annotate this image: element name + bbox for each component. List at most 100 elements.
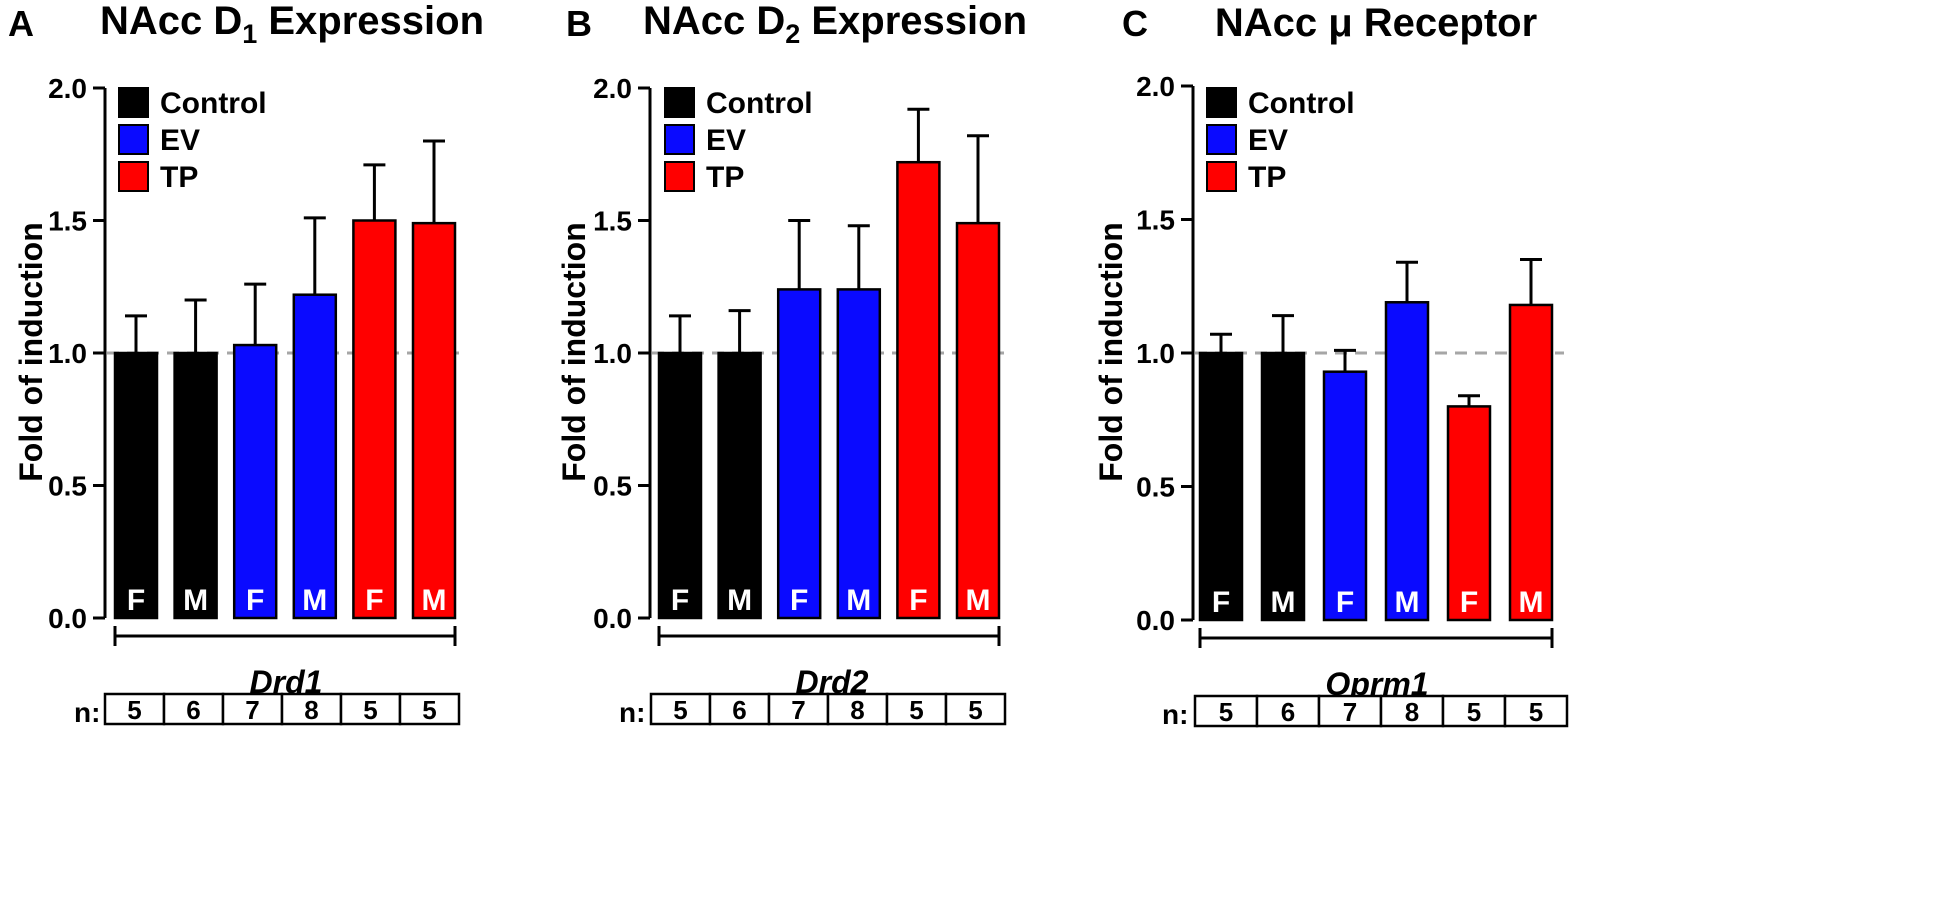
legend-swatch	[118, 124, 149, 155]
legend-label: Control	[1248, 87, 1355, 120]
y-axis-label: Fold of induction	[13, 222, 49, 481]
n-cell	[708, 692, 771, 726]
n-value: 6	[732, 695, 746, 725]
n-cell	[1441, 694, 1507, 728]
n-value: 5	[968, 695, 982, 725]
n-cell	[162, 692, 225, 726]
legend: Control EV TP	[1206, 87, 1355, 194]
n-cell	[280, 692, 343, 726]
panel-letter: B	[566, 3, 592, 44]
bar-sex-label: F	[127, 584, 145, 617]
n-value: 5	[673, 695, 687, 725]
bar-sex-label: M	[1519, 586, 1544, 619]
y-axis-label: Fold of induction	[556, 222, 592, 481]
bar-sex-label: F	[909, 584, 927, 617]
n-value: 5	[127, 695, 141, 725]
bar	[955, 221, 1001, 620]
n-value: 5	[363, 695, 377, 725]
n-value: 8	[304, 695, 318, 725]
legend-label: Control	[160, 87, 267, 120]
legend-label: EV	[160, 124, 200, 157]
legend-label: EV	[1248, 124, 1288, 157]
x-bracket	[1198, 628, 1554, 648]
n-value: 8	[1405, 697, 1419, 727]
y-tick-label: 0.5	[593, 471, 632, 502]
n-table: 5 6 7 8 5 5	[1193, 694, 1569, 728]
n-value: 6	[186, 695, 200, 725]
bar	[173, 351, 218, 620]
n-value: 8	[850, 695, 864, 725]
n-table: 5 6 7 8 5 5	[649, 692, 1007, 726]
bar	[411, 221, 457, 620]
y-tick-label: 1.0	[1136, 338, 1175, 369]
bar-sex-label: F	[246, 584, 264, 617]
y-tick-label: 0.0	[1136, 605, 1175, 636]
legend-swatch	[1206, 124, 1237, 155]
legend-swatch	[1206, 87, 1237, 118]
y-tick-label: 2.0	[48, 73, 87, 104]
n-value: 5	[1219, 697, 1233, 727]
y-tick-label: 0.5	[1136, 472, 1175, 503]
bar-sex-label: F	[1336, 586, 1354, 619]
n-table: 5 6 7 8 5 5	[103, 692, 461, 726]
bar	[717, 351, 762, 620]
y-tick-label: 1.5	[593, 206, 632, 237]
bar-sex-label: M	[183, 584, 208, 617]
bar-sex-label: M	[422, 584, 447, 617]
n-cell	[767, 692, 830, 726]
bar	[352, 219, 397, 620]
legend: Control EV TP	[664, 87, 813, 194]
y-axis: 0.0 0.5 1.0 1.5 2.0	[593, 73, 652, 634]
n-cell	[1503, 694, 1569, 728]
legend-swatch	[664, 161, 695, 192]
bar	[1384, 301, 1430, 622]
bar	[1198, 351, 1244, 622]
n-cell	[398, 692, 461, 726]
legend-label: TP	[160, 161, 198, 194]
n-cell	[1379, 694, 1445, 728]
legend-label: TP	[706, 161, 744, 194]
bar-sex-label: F	[365, 584, 383, 617]
y-axis: 0.0 0.5 1.0 1.5 2.0	[48, 73, 107, 634]
bar-sex-label: F	[1460, 586, 1478, 619]
y-tick-label: 1.5	[48, 206, 87, 237]
legend-swatch	[664, 124, 695, 155]
panel-b: B NAcc D2 Expression Fold of induction 0…	[556, 0, 1027, 728]
bar	[896, 160, 941, 620]
y-tick-label: 2.0	[593, 73, 632, 104]
bar	[1446, 405, 1492, 622]
panel-a: A NAcc D1 Expression Fold of induction 0…	[8, 0, 484, 728]
y-tick-label: 0.0	[593, 603, 632, 634]
bar-sex-label: F	[790, 584, 808, 617]
bar-sex-label: M	[1271, 586, 1296, 619]
bar-sex-label: M	[966, 584, 991, 617]
x-bracket	[113, 626, 457, 646]
bar-sex-label: M	[302, 584, 327, 617]
y-tick-label: 2.0	[1136, 71, 1175, 102]
bar-sex-label: F	[1212, 586, 1230, 619]
n-cell	[885, 692, 948, 726]
y-axis-label: Fold of induction	[1093, 222, 1129, 481]
n-label: n:	[74, 697, 100, 728]
legend-swatch	[118, 87, 149, 118]
y-tick-label: 1.0	[593, 338, 632, 369]
bar-sex-label: M	[727, 584, 752, 617]
x-bracket	[657, 626, 1001, 646]
bar	[657, 351, 703, 620]
n-value: 5	[909, 695, 923, 725]
bar	[776, 288, 822, 620]
y-tick-label: 1.0	[48, 338, 87, 369]
n-value: 5	[1467, 697, 1481, 727]
n-cell	[1317, 694, 1383, 728]
panel-letter: A	[8, 3, 34, 44]
bar	[836, 288, 882, 620]
chart-title: NAcc D1 Expression	[100, 0, 484, 49]
legend-label: EV	[706, 124, 746, 157]
n-value: 5	[1529, 697, 1543, 727]
bar	[292, 293, 338, 620]
legend-swatch	[118, 161, 149, 192]
